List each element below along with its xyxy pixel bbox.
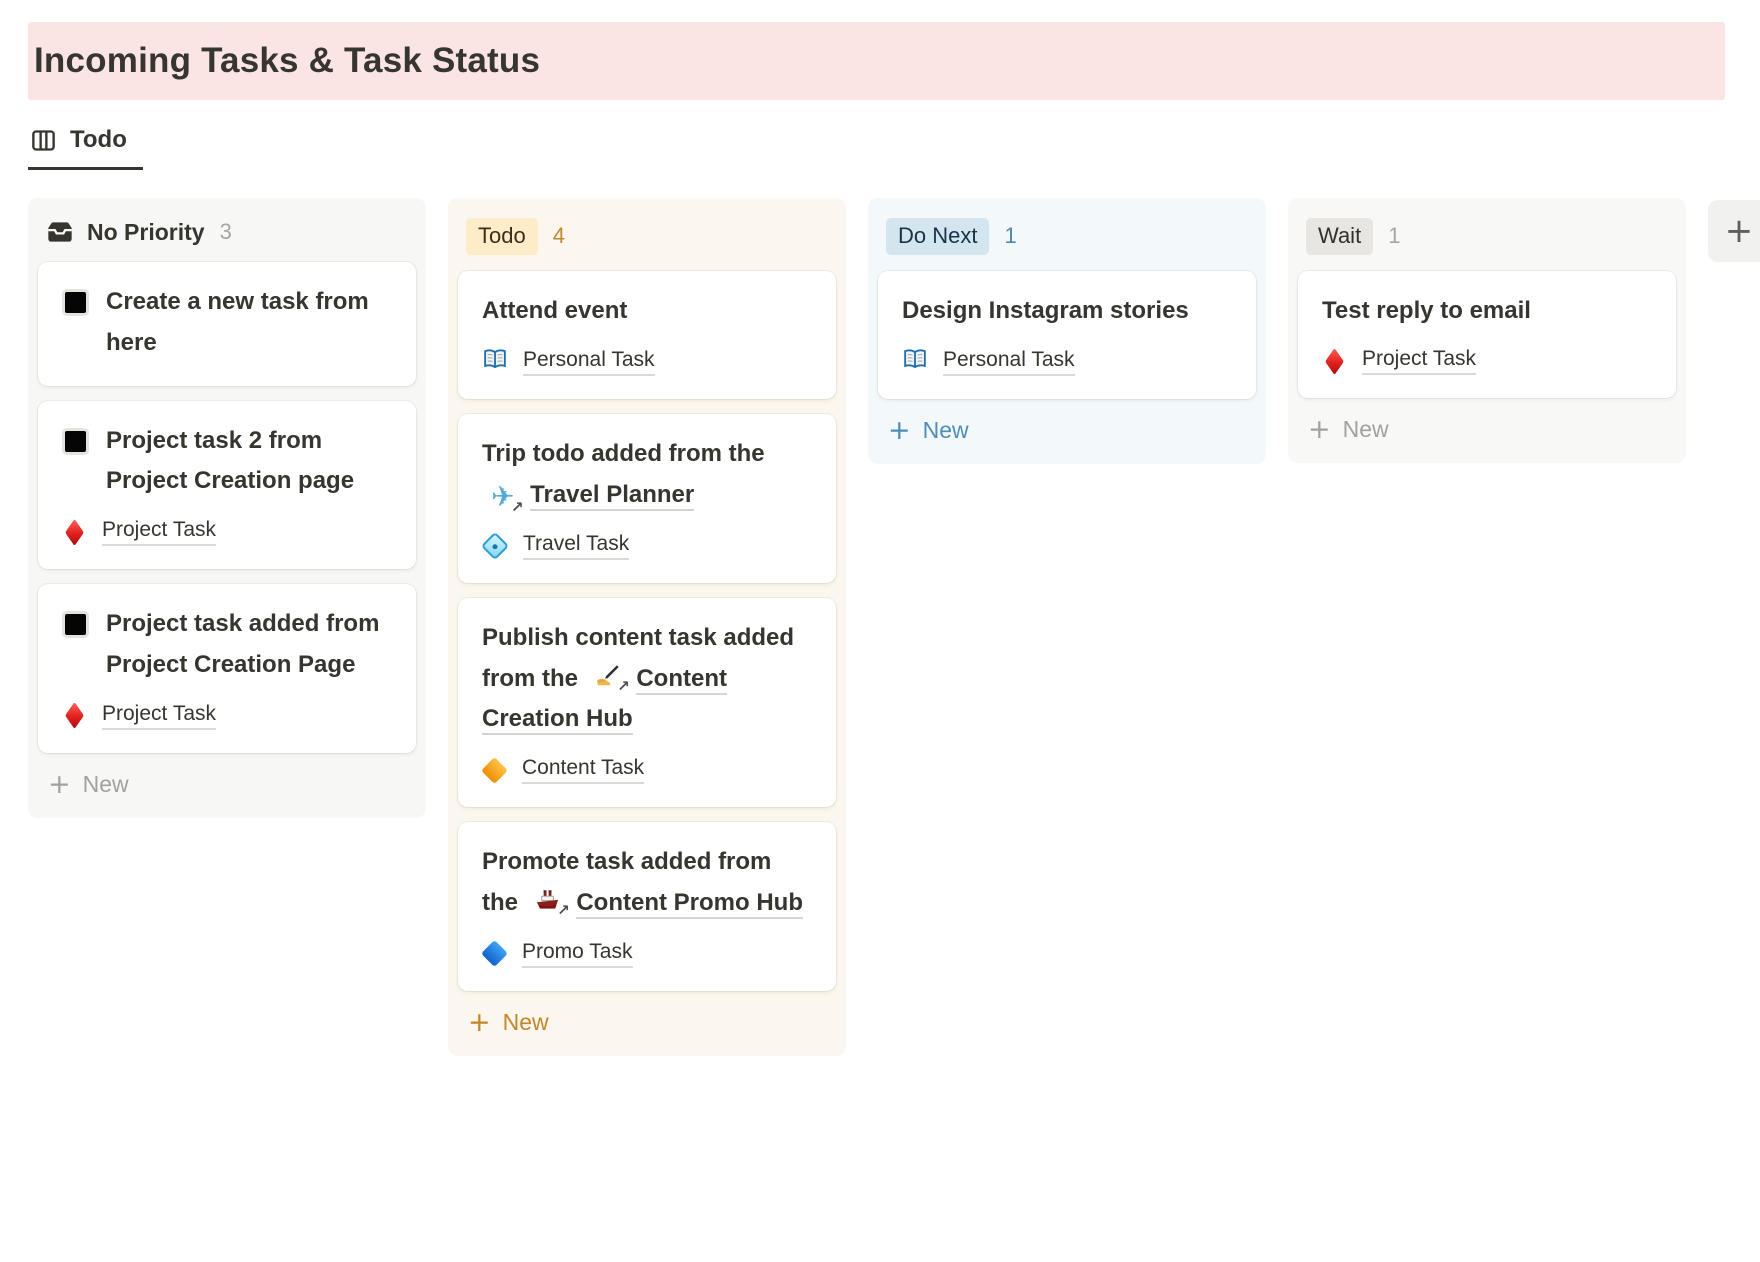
task-card[interactable]: Project task added from Project Creation… [38, 584, 416, 753]
page-link[interactable]: Content Promo Hub [576, 889, 803, 920]
card-title: Design Instagram stories [902, 296, 1189, 324]
page-title-banner: Incoming Tasks & Task Status [28, 22, 1725, 100]
add-group-button[interactable]: + [1708, 200, 1760, 262]
tag-label: Project Task [102, 518, 216, 547]
black-square-icon [62, 289, 89, 316]
column-count: 3 [219, 219, 232, 244]
task-tag: Travel Task [480, 531, 812, 561]
card-title: Project task 2 from Project Creation pag… [106, 426, 355, 495]
board-column-wait: Wait 1 Test reply to email Project Task … [1288, 198, 1686, 464]
new-task-button[interactable]: + New [458, 999, 836, 1046]
tag-label: Travel Task [523, 532, 630, 560]
card-list: Create a new task from here Project task… [38, 262, 416, 753]
plus-icon: + [48, 768, 71, 800]
red-diamond-icon [1325, 347, 1344, 375]
ship-link-icon: ↗ [534, 887, 570, 918]
open-book-icon [482, 346, 508, 377]
column-count: 1 [1004, 223, 1017, 249]
tag-label: Promo Task [522, 940, 633, 968]
red-diamond-icon [65, 702, 84, 730]
new-label: New [82, 770, 129, 797]
cyan-diamond-icon [480, 531, 510, 561]
task-tag: Project Task [1322, 346, 1652, 376]
card-title: Create a new task from here [106, 288, 369, 356]
inbox-icon [46, 218, 74, 246]
card-title-text: Promote task added from the [482, 848, 772, 917]
card-title: Publish content task added from the ↗ Co… [482, 618, 812, 740]
kanban-board: No Priority 3 Create a new task from her… [0, 170, 1760, 1056]
tab-todo-board-view[interactable]: Todo [28, 116, 143, 170]
orange-diamond-icon [481, 756, 508, 784]
open-book-icon [902, 346, 928, 377]
task-tag: Project Task [62, 701, 392, 731]
column-title[interactable]: No Priority [87, 218, 205, 245]
new-label: New [922, 417, 969, 444]
plus-icon: + [468, 1006, 491, 1038]
new-task-button[interactable]: + New [878, 407, 1256, 454]
task-tag: Promo Task [481, 939, 812, 969]
tag-label: Content Task [522, 756, 645, 785]
view-tab-bar: Todo [28, 116, 1760, 170]
link-arrow-icon: ↗ [510, 498, 524, 517]
card-title: Test reply to email [1322, 296, 1531, 324]
column-status-pill[interactable]: Do Next [886, 218, 990, 255]
task-card[interactable]: Attend event Personal Task [458, 270, 836, 400]
card-list: Design Instagram stories Personal Task [878, 270, 1256, 400]
page-link[interactable]: Content Creation Hub [482, 664, 727, 736]
new-label: New [1342, 416, 1389, 443]
writing-hand-link-icon: ↗ [594, 663, 630, 693]
black-square-icon [62, 611, 89, 639]
task-tag: Personal Task [482, 346, 812, 377]
task-card[interactable]: Design Instagram stories Personal Task [878, 270, 1256, 400]
black-square-icon [62, 427, 89, 455]
link-arrow-icon: ↗ [557, 901, 570, 920]
board-view-icon [30, 127, 57, 154]
task-card[interactable]: Promote task added from the ↗ [458, 822, 836, 991]
tag-label: Project Task [1362, 347, 1476, 376]
board-column-do-next: Do Next 1 Design Instagram stories Perso… [868, 198, 1266, 465]
task-tag: Personal Task [902, 346, 1232, 377]
card-title: Project task added from Project Creation… [106, 610, 380, 678]
column-status-pill[interactable]: Wait [1306, 218, 1374, 255]
card-list: Attend event Personal Task Trip todo add… [458, 270, 836, 991]
column-header: Wait 1 [1298, 208, 1676, 271]
card-title: Promote task added from the ↗ [482, 842, 812, 924]
plus-icon: + [1724, 211, 1754, 251]
column-header: Todo 4 [458, 208, 836, 271]
task-tag: Project Task [62, 517, 392, 547]
plus-icon: + [1308, 414, 1331, 446]
card-title: Attend event [482, 296, 628, 324]
task-card[interactable]: Project task 2 from Project Creation pag… [38, 400, 416, 570]
board-column-todo: Todo 4 Attend event Personal Task [448, 198, 846, 1056]
column-count: 4 [552, 223, 565, 249]
task-tag: Content Task [481, 755, 812, 785]
plus-icon: + [888, 415, 911, 447]
tag-label: Project Task [102, 702, 216, 730]
new-label: New [502, 1008, 549, 1035]
airplane-link-icon: ✈ ↗ [491, 480, 524, 517]
column-header: No Priority 3 [38, 208, 416, 262]
board-column-no-priority: No Priority 3 Create a new task from her… [28, 198, 426, 818]
task-card[interactable]: Trip todo added from the ✈ ↗ Travel Plan… [458, 414, 836, 583]
task-card[interactable]: Publish content task added from the ↗ Co… [458, 597, 836, 808]
new-task-button[interactable]: + New [38, 761, 416, 808]
column-count: 1 [1388, 223, 1401, 249]
column-status-pill[interactable]: Todo [466, 218, 538, 255]
page-title: Incoming Tasks & Task Status [34, 41, 541, 80]
tab-label: Todo [70, 126, 127, 153]
task-card[interactable]: Test reply to email Project Task [1298, 270, 1676, 399]
page-link[interactable]: Travel Planner [530, 481, 695, 512]
red-diamond-icon [65, 518, 84, 546]
column-header: Do Next 1 [878, 208, 1256, 271]
tag-label: Personal Task [943, 348, 1075, 376]
tag-label: Personal Task [523, 348, 655, 376]
task-card[interactable]: Create a new task from here [38, 262, 416, 386]
card-title: Trip todo added from the ✈ ↗ Travel Plan… [482, 434, 812, 516]
blue-diamond-icon [481, 940, 508, 968]
card-title-text: Trip todo added from the [482, 440, 765, 468]
link-arrow-icon: ↗ [617, 676, 630, 695]
new-task-button[interactable]: + New [1298, 406, 1676, 453]
card-list: Test reply to email Project Task [1298, 270, 1676, 399]
card-title-text: Publish content task added from the [482, 623, 795, 692]
